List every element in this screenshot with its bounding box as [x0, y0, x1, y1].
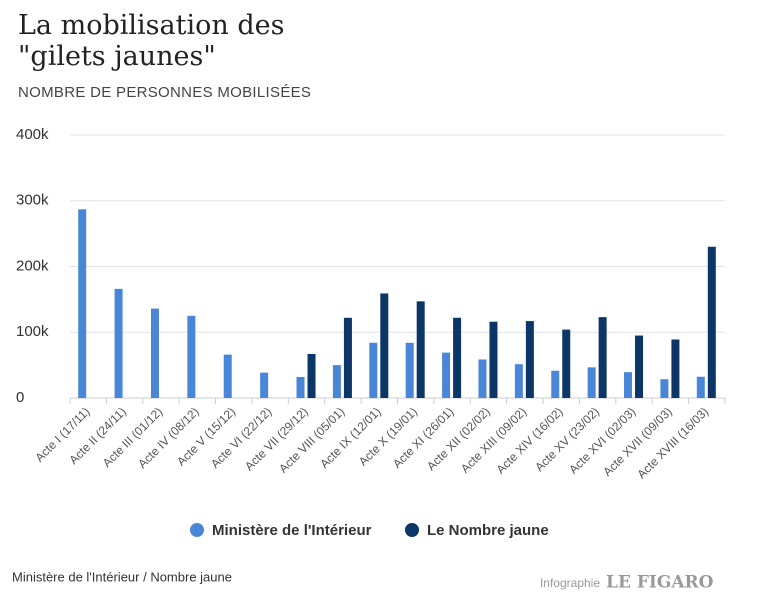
legend-marker — [190, 523, 204, 537]
chart-subtitle: NOMBRE DE PERSONNES MOBILISÉES — [18, 84, 312, 101]
y-tick-label: 100k — [16, 323, 49, 340]
bar — [369, 342, 378, 398]
bar — [296, 376, 305, 398]
y-tick-label: 400k — [16, 126, 49, 143]
y-tick-label: 0 — [16, 389, 24, 406]
x-tick-label: Acte XII (02/02) — [424, 404, 493, 473]
x-tick-label: Acte XIII (09/02) — [458, 404, 529, 475]
x-tick-label: Acte VIII (05/01) — [276, 404, 347, 475]
bar — [489, 321, 498, 398]
bar — [187, 315, 196, 398]
bar — [150, 308, 159, 398]
bar — [514, 364, 523, 398]
bar — [551, 370, 560, 398]
bar — [453, 317, 462, 398]
bar — [442, 352, 451, 398]
bar — [307, 353, 316, 398]
legend-marker — [405, 523, 419, 537]
bar — [562, 329, 571, 398]
x-tick-label: Acte XV (23/02) — [532, 404, 602, 474]
y-tick-label: 200k — [16, 257, 49, 274]
x-tick-label: Acte VII (29/12) — [242, 404, 311, 473]
bar — [223, 354, 232, 398]
bar — [78, 209, 87, 398]
bar — [598, 317, 607, 398]
bar — [624, 372, 633, 398]
brand: LE FIGARO — [606, 573, 714, 593]
bar — [696, 376, 705, 398]
bar — [416, 301, 425, 398]
bar — [587, 367, 596, 398]
bar — [260, 372, 269, 398]
bar — [380, 293, 389, 398]
bar — [343, 317, 352, 398]
bar — [478, 359, 487, 398]
bar — [660, 379, 669, 398]
bar — [635, 335, 644, 398]
bar — [707, 246, 716, 398]
bar — [525, 321, 534, 398]
legend-label: Ministère de l'Intérieur — [212, 522, 372, 539]
source: Ministère de l'Intérieur / Nombre jaune — [12, 569, 232, 584]
legend-label: Le Nombre jaune — [427, 522, 549, 539]
credit: Infographie — [540, 576, 600, 590]
y-tick-label: 300k — [16, 192, 49, 209]
bar — [671, 339, 680, 398]
bar — [332, 365, 341, 398]
bar — [405, 342, 414, 398]
bar — [114, 288, 123, 398]
chart-title: La mobilisation des "gilets jaunes" — [18, 10, 285, 72]
